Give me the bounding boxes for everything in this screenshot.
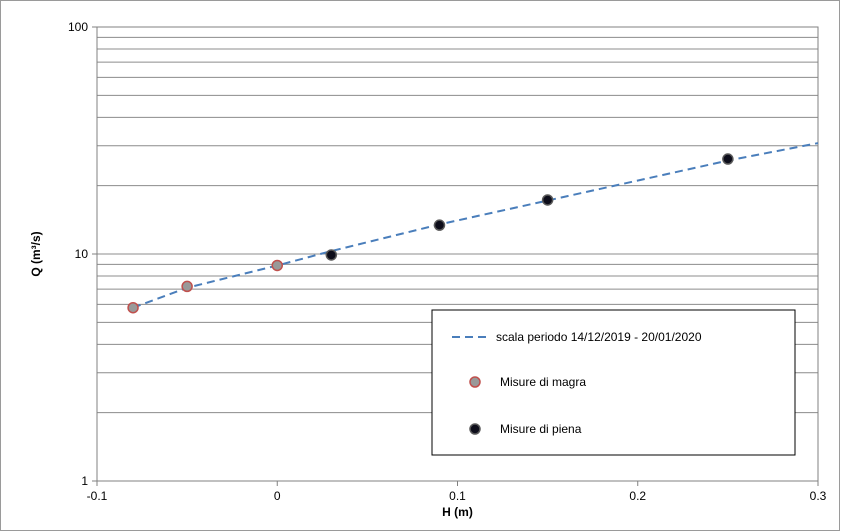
y-tick-label: 1 bbox=[81, 474, 88, 488]
legend: scala periodo 14/12/2019 - 20/01/2020 Mi… bbox=[431, 309, 796, 456]
x-tick-label: 0 bbox=[274, 489, 281, 503]
data-point-piena bbox=[722, 153, 734, 165]
legend-label-magra: Misure di magra bbox=[500, 375, 586, 389]
legend-label-piena: Misure di piena bbox=[500, 422, 582, 436]
legend-box bbox=[431, 309, 796, 456]
x-axis-title: H (m) bbox=[442, 505, 473, 519]
data-point-piena bbox=[325, 249, 338, 261]
y-axis-title: Q (m³/s) bbox=[29, 231, 43, 276]
legend-marker-magra bbox=[469, 376, 481, 388]
data-point-magra bbox=[127, 301, 139, 314]
y-tick-label: 100 bbox=[68, 20, 88, 34]
y-tick-label: 10 bbox=[75, 247, 89, 261]
data-point-piena bbox=[433, 219, 446, 231]
x-tick-label: -0.1 bbox=[87, 489, 108, 503]
axis-ticks: -0.1 0 0.1 0.2 0.3 1 10 100 bbox=[68, 20, 827, 503]
data-point-magra bbox=[271, 259, 283, 272]
x-tick-label: 0.3 bbox=[810, 489, 827, 503]
data-point-magra bbox=[181, 280, 193, 293]
x-tick-label: 0.2 bbox=[629, 489, 646, 503]
rating-curve-line bbox=[132, 142, 819, 309]
series-layer bbox=[127, 142, 819, 314]
x-tick-label: 0.1 bbox=[449, 489, 466, 503]
legend-marker-piena bbox=[469, 423, 481, 435]
data-point-piena bbox=[541, 194, 554, 206]
legend-label-scala: scala periodo 14/12/2019 - 20/01/2020 bbox=[496, 330, 702, 344]
